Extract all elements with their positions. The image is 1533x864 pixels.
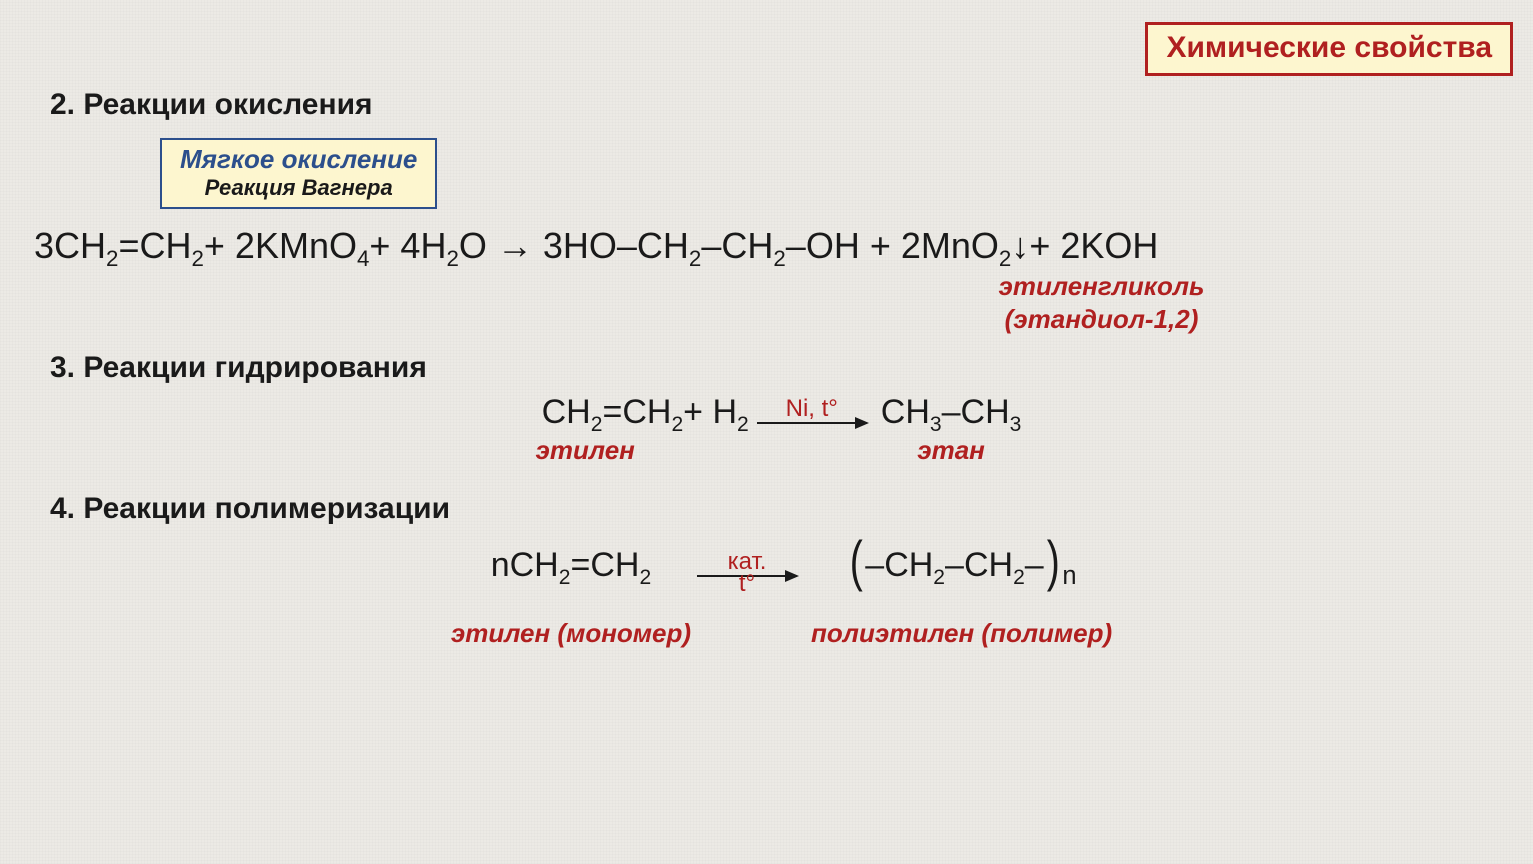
eq3-arrow: Ni, t° (757, 411, 867, 429)
eq3-ras: 3 (930, 413, 942, 436)
eq4-as: 2 (559, 566, 571, 589)
eq4-bs: 2 (639, 566, 651, 589)
eq2-p7s: 2 (773, 246, 785, 271)
eq4-dashL: – (865, 544, 884, 587)
eq4-arrow-bot: t° (697, 570, 797, 598)
eq4-b: =CH (570, 544, 639, 587)
eq3-dash: – (942, 391, 961, 434)
oxidation-subbox: Мягкое окисление Реакция Вагнера (160, 138, 437, 209)
eq2-p6s: 2 (689, 246, 701, 271)
eq2-p1s: 2 (106, 246, 118, 271)
eq3-rhs-label: этан (881, 434, 1022, 467)
eq4-arrow: кат. t° (697, 564, 797, 582)
section-3-heading: 3. Реакции гидрирования (50, 351, 1513, 385)
eq2-p8s: 2 (999, 246, 1011, 271)
eq2-plus1: + 2KMnO (204, 223, 357, 268)
eq3-c: + H (683, 391, 737, 434)
section-2-heading: 2. Реакции окисления (50, 88, 1513, 122)
eq4-mid: –CH (945, 544, 1013, 587)
eq3-rb: CH (961, 391, 1010, 434)
eq2-p2s: 2 (191, 246, 203, 271)
equation-hydrogenation-lhs: CH2=CH2+ H2 (542, 391, 749, 434)
eq3-a: CH (542, 391, 591, 434)
eq2-p8: –OH + 2MnO (786, 223, 999, 268)
eq4-dashR: – (1025, 544, 1044, 587)
eq4-subn: n (1062, 562, 1076, 590)
slide-content: 2. Реакции окисления Мягкое окисление Ре… (50, 88, 1513, 649)
eq4-lhs-label: этилен (мономер) (451, 617, 691, 650)
eq3-ra: CH (881, 391, 930, 434)
eq2-p2: =CH (118, 223, 191, 268)
eq3-lhs-label: этилен (422, 434, 749, 467)
eq3-bs: 2 (671, 413, 683, 436)
eq2-plus2: + 4H (369, 223, 446, 268)
oxidation-product-label: этиленгликоль (этандиол-1,2) (690, 270, 1513, 335)
subbox-line1: Мягкое окисление (180, 144, 417, 175)
eq4-rbs: 2 (1013, 566, 1025, 589)
eq2-p9: + 2KOH (1029, 223, 1158, 268)
top-badge: Химические свойства (1145, 22, 1513, 76)
eq3-cs: 2 (737, 413, 749, 436)
eq3-b: =CH (602, 391, 671, 434)
eq2-p4s: 2 (446, 246, 458, 271)
eq2-p1: 3CH (34, 223, 106, 268)
equation-hydrogenation-rhs: CH3– CH3 (881, 391, 1022, 434)
eq3-rbs: 3 (1010, 413, 1022, 436)
product-label-2: (этандиол-1,2) (690, 303, 1513, 336)
eq3-as: 2 (591, 413, 603, 436)
eq4-rhs-label: полиэтилен (полимер) (811, 617, 1112, 650)
eq2-p5: O → 3HO–CH (459, 223, 689, 268)
equation-oxidation: 3CH2=CH2+ 2KMnO4+ 4H2O → 3HO–CH2–CH2–OH … (34, 223, 1513, 268)
subbox-line2: Реакция Вагнера (180, 175, 417, 201)
eq4-ra: CH (884, 544, 933, 587)
eq2-p7: –CH (701, 223, 773, 268)
section-4-heading: 4. Реакции полимеризации (50, 492, 1513, 526)
equation-polymerization-lhs: nCH2=CH2 (451, 544, 691, 587)
eq2-p3s: 4 (357, 246, 369, 271)
eq3-arrow-top: Ni, t° (757, 395, 867, 423)
equation-polymerization-rhs: (–CH2–CH2–)n (811, 544, 1112, 587)
eq4-a: nCH (491, 544, 559, 587)
eq4-ras: 2 (933, 566, 945, 589)
product-label-1: этиленгликоль (690, 270, 1513, 303)
eq2-darrow: ↓ (1011, 223, 1029, 268)
